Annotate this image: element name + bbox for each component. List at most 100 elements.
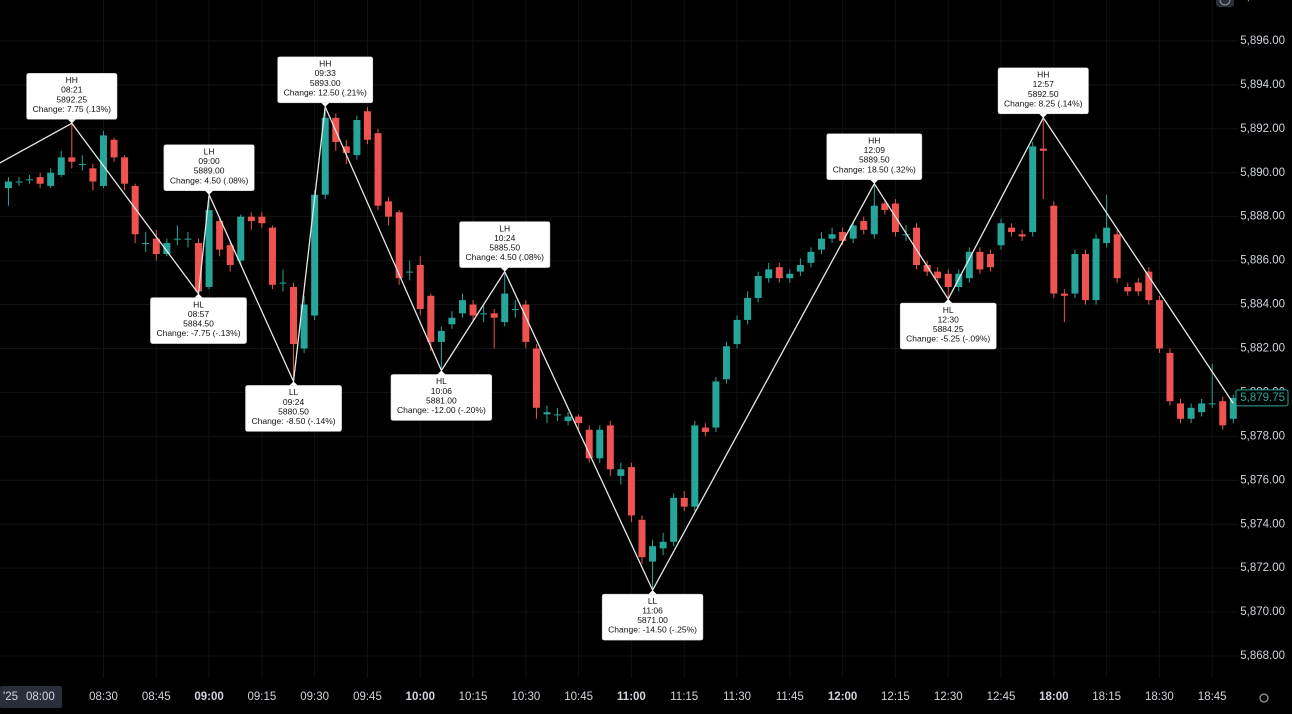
pivot-label-change: Change: 8.25 (.14%) [1004,98,1083,108]
candle-body [765,269,773,279]
candle-body [691,425,699,507]
candle-body [1081,254,1089,301]
candle-body [532,348,540,408]
y-tick-label: 5,886.00 [1240,255,1285,267]
x-tick-label: 10:00 [406,691,435,703]
candle-body [469,304,477,316]
candle-body [237,216,245,261]
pivot-label-kind: HH [66,75,78,85]
date-label-box [0,686,62,708]
pivot-label-price: 5892.50 [1028,89,1059,99]
candle-body [416,265,424,309]
pivot-label-change: Change: -14.50 (-.25%) [608,625,697,635]
pivot-label-time: 08:21 [61,85,83,95]
x-tick-label: 11:15 [670,691,698,703]
y-tick-label: 5,872.00 [1240,562,1285,574]
candle-body [511,308,519,310]
date-label: '25 [3,691,18,703]
pivot-label-time: 09:00 [198,156,220,166]
x-tick-label: 12:15 [881,691,910,703]
pivot-pointer [67,119,76,124]
candle-body [173,238,181,240]
pivot-label-change: Change: -5.25 (-.09%) [906,334,990,344]
candle-body [775,267,783,279]
pivot-pointer [289,381,298,386]
candle-body [163,243,171,255]
candle-body [1145,271,1153,301]
candle-body [480,313,488,315]
pivot-pointer [500,267,509,272]
pivot-label-change: Change: 18.50 (.32%) [833,164,916,174]
candle-body [89,168,97,182]
candle-body [606,425,614,470]
candle-body [342,146,350,153]
candle-body [47,172,55,186]
pivot-label-time: 09:33 [315,68,337,78]
candle-body [437,330,445,342]
add-icon [1219,0,1231,6]
last-price-label: 5,879.75 [1240,392,1285,404]
candle-body [585,429,593,459]
candle-body [353,120,361,156]
candle-body [279,282,287,284]
candle-body [131,185,139,235]
candle-body [36,177,44,184]
y-tick-label: 5,884.00 [1240,299,1285,311]
x-tick-label: 11:30 [723,691,751,703]
candle-body [997,223,1005,246]
candle-body [860,221,868,230]
candle-body [1008,227,1016,233]
crosshair-time: 08:00 [26,691,55,703]
candle-body [1134,282,1142,292]
candle-body [1060,293,1068,296]
candle-body [1071,254,1079,294]
candle-body [216,221,224,250]
candle-body [849,225,857,239]
candle-body [57,157,65,175]
candle-body [1039,148,1047,151]
x-tick-label: 10:15 [459,691,488,703]
candle-body [670,497,678,542]
candle-body [881,203,889,211]
candle-body [1050,205,1058,294]
candle-body [26,179,34,181]
candle-body [944,273,952,287]
x-tick-label: 09:00 [194,691,223,703]
candle-body [258,216,266,224]
x-tick-label: 11:00 [617,691,646,703]
settings-icon[interactable] [1259,693,1269,703]
candle-body [796,265,804,272]
candle-body [78,163,86,165]
candle-body [522,304,530,342]
pivot-pointer [194,293,203,298]
y-tick-label: 5,888.00 [1240,211,1285,223]
candle-body [564,416,572,421]
candle-body [986,254,994,268]
candle-body [184,238,192,240]
candle-body [1198,403,1206,413]
candle-body [649,546,657,562]
candle-body [733,319,741,345]
candle-body [1177,403,1185,419]
add-button[interactable] [1216,0,1234,7]
candle-body [828,234,836,239]
y-tick-label: 5,890.00 [1240,167,1285,179]
candle-body [955,273,963,287]
pivot-label-change: Change: 7.75 (.13%) [33,104,112,114]
candle-body [1029,146,1037,233]
candle-body [680,497,688,507]
pivot-label-kind: HH [319,59,331,69]
pivot-label-kind: HL [193,299,204,309]
pivot-label-time: 10:06 [431,386,453,396]
candle-body [1187,407,1195,419]
candle-body [247,216,255,222]
y-tick-label: 5,874.00 [1240,518,1285,530]
candle-body [818,238,826,250]
pivot-label-kind: HH [868,135,880,145]
candle-body [744,297,752,320]
pivot-label-time: 09:24 [283,397,305,407]
pivot-label-price: 5889.50 [859,155,890,165]
candle-body [596,429,604,459]
